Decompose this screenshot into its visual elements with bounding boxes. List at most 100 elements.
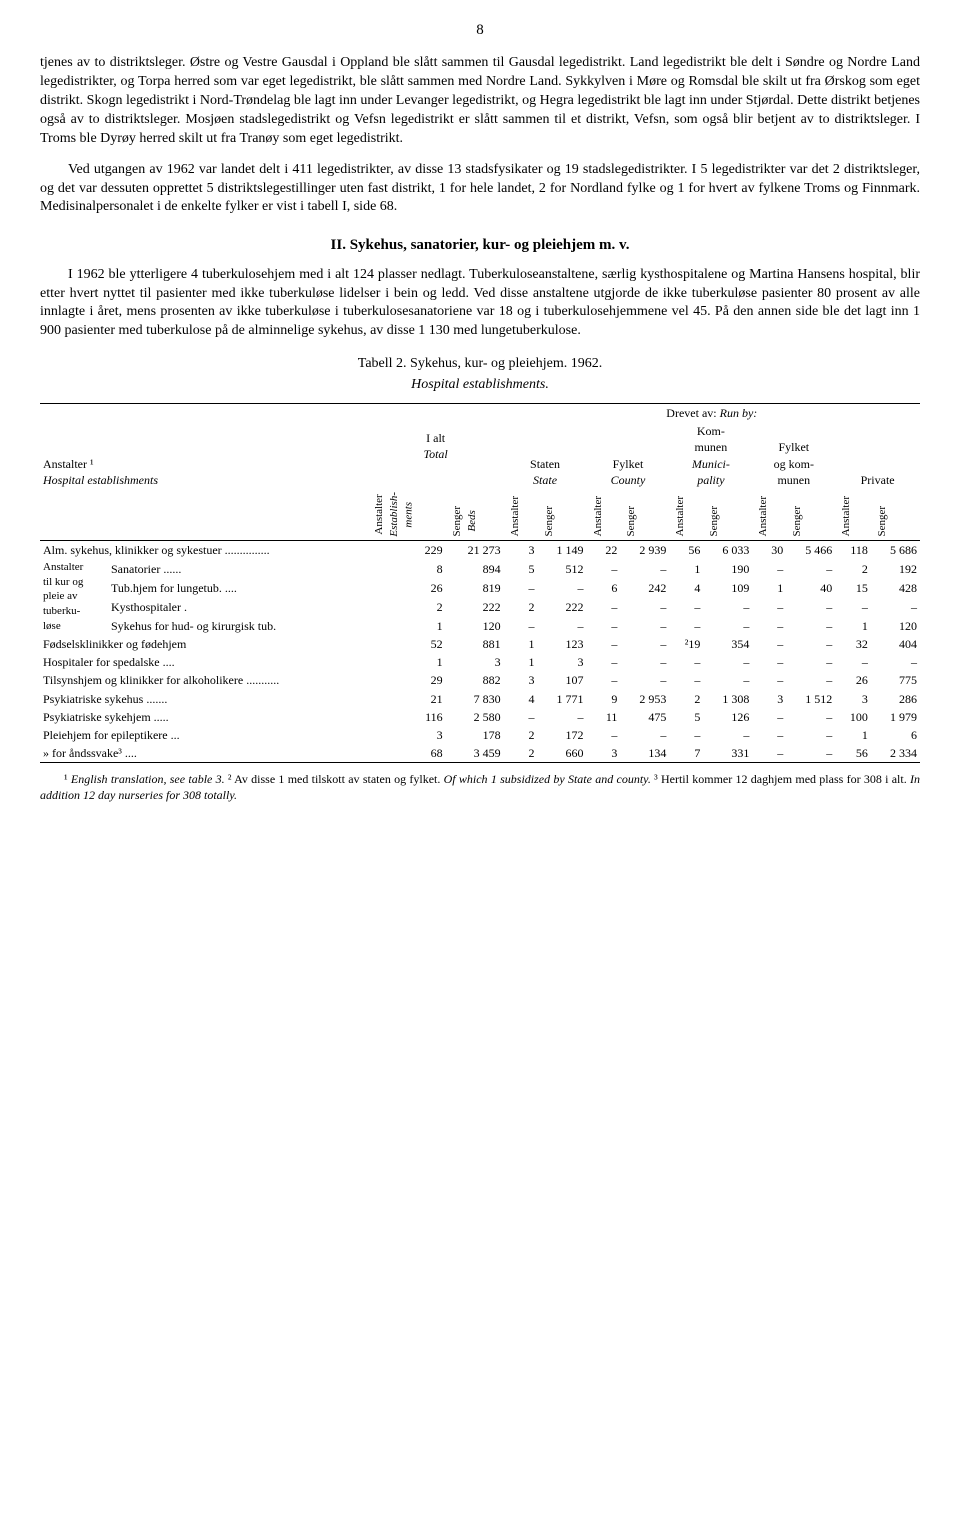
cell: – xyxy=(786,559,835,578)
cell: 3 xyxy=(368,726,446,744)
cell: 118 xyxy=(835,540,871,559)
cell: 5 466 xyxy=(786,540,835,559)
cell: 126 xyxy=(703,708,752,726)
cell: 1 xyxy=(835,616,871,635)
col-kommunen-eng: Munici-pality xyxy=(692,457,730,487)
cell: – xyxy=(752,708,786,726)
cell: – xyxy=(786,671,835,689)
cell: 1 xyxy=(835,726,871,744)
col-anstalter-eng: Hospital establishments xyxy=(43,473,158,487)
col-anstalter: Anstalter ¹ xyxy=(43,457,94,471)
cell: 1 xyxy=(368,653,446,671)
cell: 4 xyxy=(504,690,538,708)
cell: – xyxy=(669,616,703,635)
cell: 40 xyxy=(786,578,835,597)
cell: – xyxy=(703,653,752,671)
group-label: Anstaltertil kur ogpleie avtuberku-løse xyxy=(40,559,106,635)
row-label: Tilsynshjem og klinikker for alkoholiker… xyxy=(40,671,368,689)
cell: – xyxy=(871,653,920,671)
cell: – xyxy=(587,653,621,671)
cell: – xyxy=(620,653,669,671)
col-fylket-kom: Fylketog kom-munen xyxy=(774,440,814,486)
section-heading: II. Sykehus, sanatorier, kur- og pleiehj… xyxy=(40,235,920,255)
cell: 2 xyxy=(368,597,446,616)
cell: 120 xyxy=(871,616,920,635)
cell: – xyxy=(620,635,669,653)
cell: 52 xyxy=(368,635,446,653)
cell: 2 939 xyxy=(620,540,669,559)
cell: 660 xyxy=(538,744,587,763)
row-label: Tub.hjem for lungetub. .... xyxy=(106,578,368,597)
cell: – xyxy=(752,653,786,671)
cell: 222 xyxy=(446,597,504,616)
cell: 775 xyxy=(871,671,920,689)
row-label: Psykiatriske sykehjem ..... xyxy=(40,708,368,726)
row-label: » for åndssvake³ .... xyxy=(40,744,368,763)
cell: – xyxy=(669,671,703,689)
cell: 3 xyxy=(835,690,871,708)
col-kommunen: Kom-munen xyxy=(695,424,728,454)
cell: – xyxy=(871,597,920,616)
row-label: Alm. sykehus, klinikker og sykestuer ...… xyxy=(40,540,368,559)
cell: 819 xyxy=(446,578,504,597)
cell: – xyxy=(703,726,752,744)
cell: 3 xyxy=(504,540,538,559)
cell: – xyxy=(587,726,621,744)
cell: 6 033 xyxy=(703,540,752,559)
cell: – xyxy=(752,671,786,689)
cell: 26 xyxy=(835,671,871,689)
table-row: Hospitaler for spedalske ....1313–––––––… xyxy=(40,653,920,671)
cell: 3 xyxy=(587,744,621,763)
cell: 286 xyxy=(871,690,920,708)
footnote: ¹ English translation, see table 3. ² Av… xyxy=(40,771,920,803)
cell: 2 953 xyxy=(620,690,669,708)
cell: – xyxy=(835,653,871,671)
cell: 229 xyxy=(368,540,446,559)
cell: 1 149 xyxy=(538,540,587,559)
cell: 6 xyxy=(871,726,920,744)
cell: – xyxy=(752,559,786,578)
table-row: Fødselsklinikker og fødehjem528811123––²… xyxy=(40,635,920,653)
cell: – xyxy=(620,671,669,689)
cell: – xyxy=(786,597,835,616)
cell: 1 xyxy=(504,635,538,653)
cell: 134 xyxy=(620,744,669,763)
cell: 2 xyxy=(504,597,538,616)
row-label: Sanatorier ...... xyxy=(106,559,368,578)
cell: – xyxy=(786,726,835,744)
cell: – xyxy=(587,559,621,578)
cell: 5 686 xyxy=(871,540,920,559)
cell: – xyxy=(669,726,703,744)
cell: 56 xyxy=(835,744,871,763)
cell: 7 830 xyxy=(446,690,504,708)
cell: – xyxy=(504,616,538,635)
col-total: I alt xyxy=(426,431,445,445)
cell: – xyxy=(538,708,587,726)
table-row: » for åndssvake³ ....683 459266031347331… xyxy=(40,744,920,763)
cell: 190 xyxy=(703,559,752,578)
cell: 26 xyxy=(368,578,446,597)
cell: 32 xyxy=(835,635,871,653)
cell: – xyxy=(703,671,752,689)
cell: – xyxy=(786,744,835,763)
cell: 3 xyxy=(446,653,504,671)
cell: 1 xyxy=(752,578,786,597)
cell: 1 xyxy=(669,559,703,578)
cell: – xyxy=(620,726,669,744)
cell: – xyxy=(703,616,752,635)
cell: ²19 xyxy=(669,635,703,653)
table-row: Tub.hjem for lungetub. ....26819––624241… xyxy=(40,578,920,597)
cell: 2 xyxy=(669,690,703,708)
cell: 11 xyxy=(587,708,621,726)
table-caption: Tabell 2. Sykehus, kur- og pleiehjem. 19… xyxy=(40,355,920,374)
cell: 1 512 xyxy=(786,690,835,708)
table-subcaption: Hospital establishments. xyxy=(40,376,920,395)
cell: 5 xyxy=(504,559,538,578)
cell: – xyxy=(786,616,835,635)
cell: 1 979 xyxy=(871,708,920,726)
cell: 6 xyxy=(587,578,621,597)
table-row: Psykiatriske sykehus .......217 83041 77… xyxy=(40,690,920,708)
col-total-eng: Total xyxy=(424,447,448,461)
cell: – xyxy=(752,635,786,653)
cell: 120 xyxy=(446,616,504,635)
